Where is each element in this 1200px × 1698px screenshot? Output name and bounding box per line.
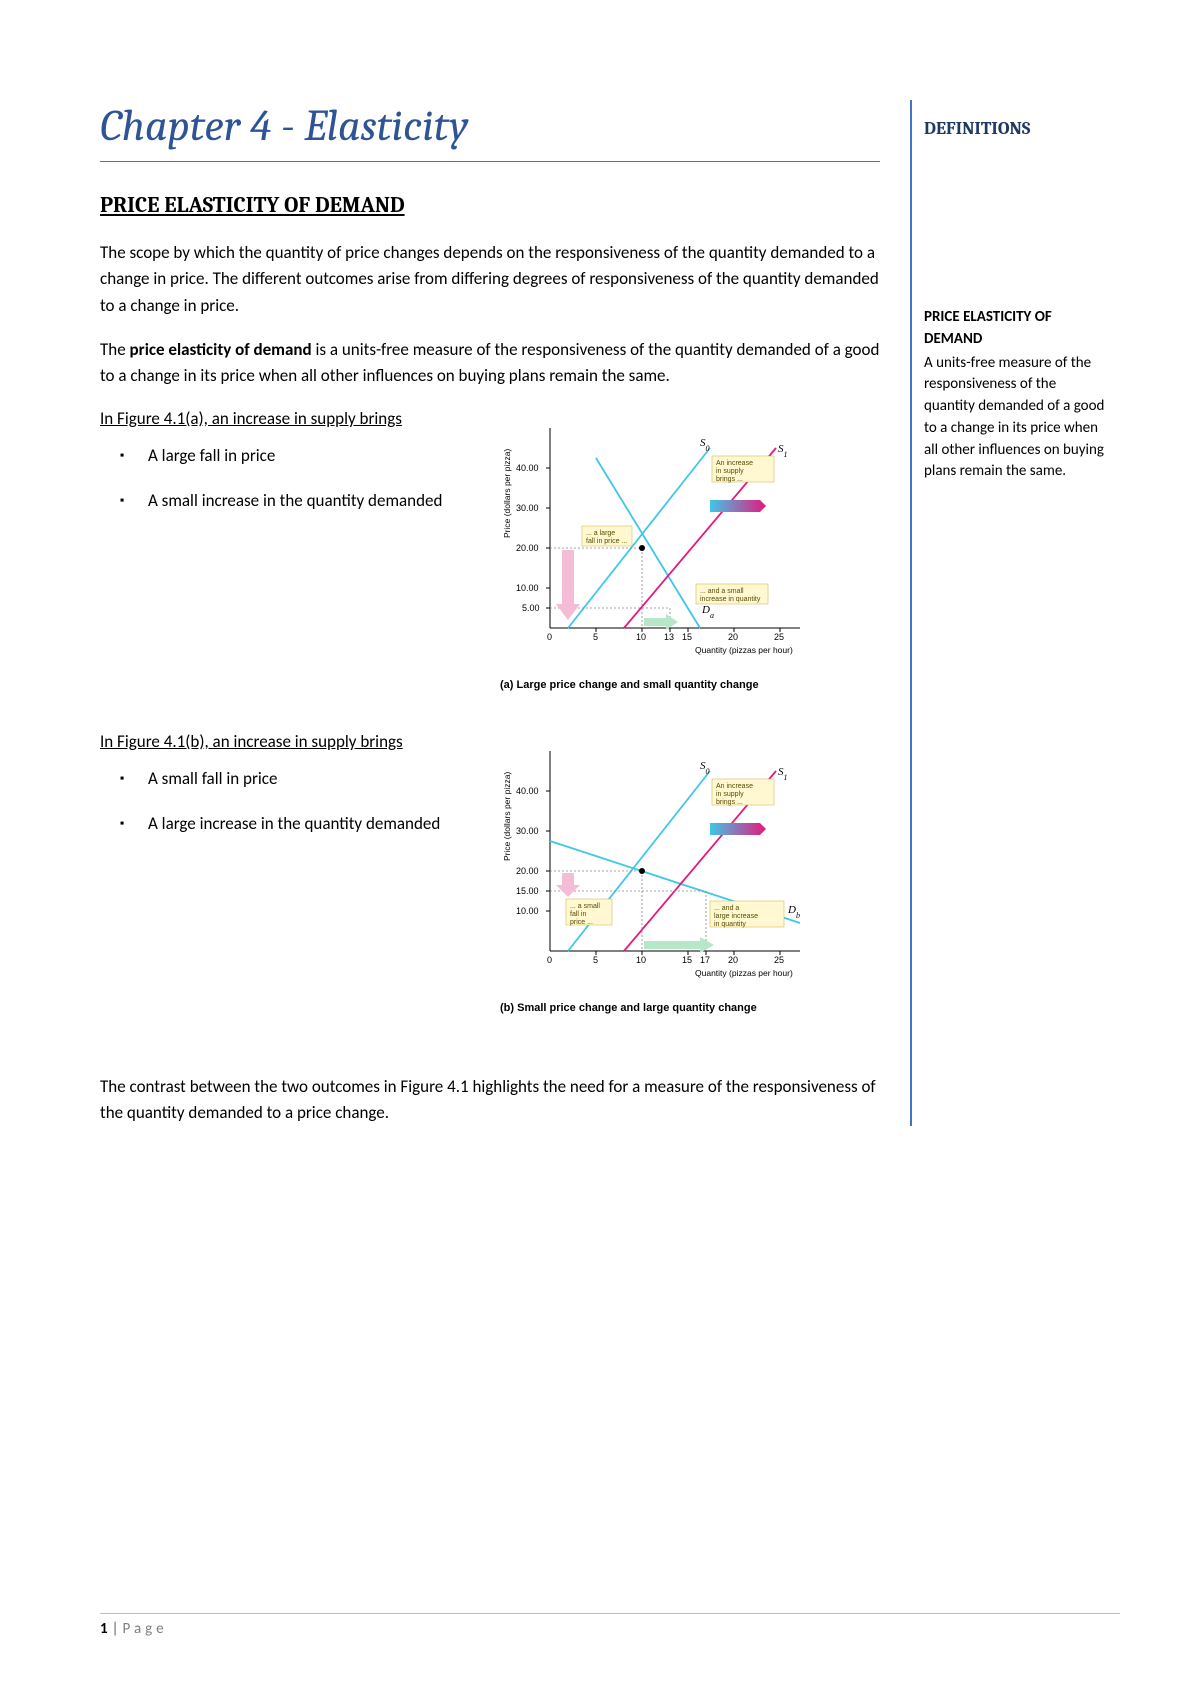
- svg-text:An increase: An increase: [716, 783, 753, 790]
- svg-text:5.00: 5.00: [522, 603, 540, 613]
- svg-text:brings ...: brings ...: [716, 476, 743, 483]
- svg-text:... a large: ... a large: [586, 530, 615, 537]
- svg-text:10.00: 10.00: [516, 906, 539, 916]
- figure-a-bullet-2: A small increase in the quantity demande…: [148, 488, 480, 514]
- svg-text:17: 17: [700, 955, 710, 965]
- svg-text:fall in price ...: fall in price ...: [586, 538, 627, 545]
- svg-text:20: 20: [728, 955, 738, 965]
- svg-text:... a small: ... a small: [570, 903, 600, 910]
- figure-b-bullet-1: A small fall in price: [148, 766, 480, 792]
- svg-text:... and a: ... and a: [714, 905, 739, 912]
- figure-b-bullet-2: A large increase in the quantity demande…: [148, 811, 480, 837]
- page-label: Page: [123, 1620, 168, 1638]
- page-footer: 1|Page: [100, 1613, 1120, 1638]
- figure-a-row: In Figure 4.1(a), an increase in supply …: [100, 408, 880, 691]
- svg-text:20.00: 20.00: [516, 543, 539, 553]
- figure-a-bullets: A large fall in price A small increase i…: [100, 443, 480, 514]
- svg-text:large increase: large increase: [714, 913, 758, 920]
- svg-text:5: 5: [593, 955, 598, 965]
- svg-text:30.00: 30.00: [516, 503, 539, 513]
- intro-paragraph-1: The scope by which the quantity of price…: [100, 240, 880, 319]
- figure-b-intro: In Figure 4.1(b), an increase in supply …: [100, 731, 480, 752]
- svg-text:Quantity (pizzas per hour): Quantity (pizzas per hour): [695, 968, 793, 978]
- figure-a-caption: (a) Large price change and small quantit…: [500, 679, 840, 691]
- para2-bold-term: price elasticity of demand: [130, 339, 312, 360]
- svg-text:25: 25: [774, 632, 784, 642]
- svg-text:Price (dollars per pizza): Price (dollars per pizza): [502, 448, 512, 537]
- figure-a-chart: 5.00 10.00 20.00 30.00 40.00 0 5 10 13 1…: [500, 408, 840, 691]
- para2-lead: The: [100, 339, 130, 360]
- svg-text:Da: Da: [701, 604, 714, 620]
- figure-a-text: In Figure 4.1(a), an increase in supply …: [100, 408, 480, 534]
- intro-paragraph-2: The price elasticity of demand is a unit…: [100, 337, 880, 390]
- chart-b-svg: 10.00 15.00 20.00 30.00 40.00 0 5 10 15 …: [500, 731, 820, 991]
- svg-text:S0: S0: [700, 437, 710, 453]
- svg-text:5: 5: [593, 632, 598, 642]
- svg-text:20: 20: [728, 632, 738, 642]
- svg-text:10: 10: [636, 632, 646, 642]
- definition-body: A units-free measure of the responsivene…: [924, 353, 1110, 484]
- svg-text:40.00: 40.00: [516, 786, 539, 796]
- svg-text:S1: S1: [778, 766, 788, 782]
- svg-text:Db: Db: [787, 904, 800, 920]
- svg-text:Quantity (pizzas per hour): Quantity (pizzas per hour): [695, 645, 793, 655]
- svg-text:20.00: 20.00: [516, 866, 539, 876]
- svg-text:increase in quantity: increase in quantity: [700, 596, 761, 603]
- svg-text:S1: S1: [778, 443, 788, 459]
- footer-divider: |: [112, 1620, 119, 1638]
- definition-block: PRICE ELASTICITY OF DEMAND A units-free …: [924, 307, 1110, 483]
- svg-text:Price (dollars per pizza): Price (dollars per pizza): [502, 771, 512, 860]
- svg-text:10: 10: [636, 955, 646, 965]
- sidebar-heading: DEFINITIONS: [924, 100, 1110, 147]
- svg-text:0: 0: [547, 955, 552, 965]
- svg-text:40.00: 40.00: [516, 463, 539, 473]
- svg-text:An increase: An increase: [716, 460, 753, 467]
- svg-text:... and a small: ... and a small: [700, 588, 744, 595]
- svg-text:price ...: price ...: [570, 919, 593, 926]
- svg-text:fall in: fall in: [570, 911, 586, 918]
- figure-b-text: In Figure 4.1(b), an increase in supply …: [100, 731, 480, 857]
- svg-text:15: 15: [682, 955, 692, 965]
- section-heading: PRICE ELASTICITY OF DEMAND: [100, 192, 880, 218]
- svg-text:25: 25: [774, 955, 784, 965]
- svg-text:15.00: 15.00: [516, 886, 539, 896]
- chart-a-svg: 5.00 10.00 20.00 30.00 40.00 0 5 10 13 1…: [500, 408, 820, 668]
- page-number: 1: [100, 1620, 108, 1638]
- figure-a-intro: In Figure 4.1(a), an increase in supply …: [100, 408, 480, 429]
- svg-text:15: 15: [682, 632, 692, 642]
- svg-text:brings ...: brings ...: [716, 799, 743, 806]
- sidebar-column: DEFINITIONS PRICE ELASTICITY OF DEMAND A…: [910, 100, 1110, 1126]
- svg-text:in supply: in supply: [716, 468, 744, 475]
- svg-text:10.00: 10.00: [516, 583, 539, 593]
- figure-b-chart: 10.00 15.00 20.00 30.00 40.00 0 5 10 15 …: [500, 731, 840, 1014]
- svg-text:in quantity: in quantity: [714, 921, 746, 928]
- figure-b-row: In Figure 4.1(b), an increase in supply …: [100, 731, 880, 1014]
- main-column: Chapter 4 - Elasticity PRICE ELASTICITY …: [100, 100, 880, 1126]
- chapter-title: Chapter 4 - Elasticity: [100, 100, 880, 162]
- svg-text:S0: S0: [700, 760, 710, 776]
- closing-paragraph: The contrast between the two outcomes in…: [100, 1074, 880, 1127]
- svg-text:in supply: in supply: [716, 791, 744, 798]
- svg-text:0: 0: [547, 632, 552, 642]
- svg-text:13: 13: [664, 632, 674, 642]
- figure-a-bullet-1: A large fall in price: [148, 443, 480, 469]
- figure-b-bullets: A small fall in price A large increase i…: [100, 766, 480, 837]
- definition-title: PRICE ELASTICITY OF DEMAND: [924, 307, 1110, 351]
- figure-b-caption: (b) Small price change and large quantit…: [500, 1002, 840, 1014]
- svg-text:30.00: 30.00: [516, 826, 539, 836]
